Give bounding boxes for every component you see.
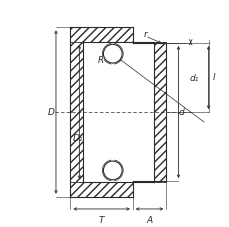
Text: D₁: D₁ (73, 134, 83, 143)
Polygon shape (70, 27, 132, 42)
Text: d: d (178, 108, 184, 116)
Polygon shape (70, 42, 82, 182)
Circle shape (103, 161, 122, 180)
Polygon shape (70, 182, 132, 197)
Text: l: l (211, 73, 214, 82)
Polygon shape (132, 42, 166, 43)
Text: r: r (143, 30, 146, 39)
Text: R: R (97, 56, 103, 65)
Text: D: D (47, 108, 54, 116)
Polygon shape (153, 42, 166, 182)
Text: d₁: d₁ (189, 74, 199, 83)
Text: A: A (146, 216, 152, 225)
Polygon shape (132, 181, 166, 182)
Circle shape (103, 44, 122, 63)
Text: T: T (98, 216, 104, 225)
